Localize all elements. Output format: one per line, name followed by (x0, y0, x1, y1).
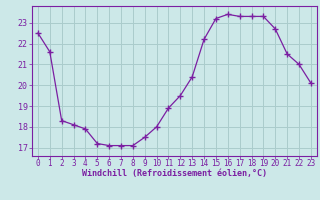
X-axis label: Windchill (Refroidissement éolien,°C): Windchill (Refroidissement éolien,°C) (82, 169, 267, 178)
